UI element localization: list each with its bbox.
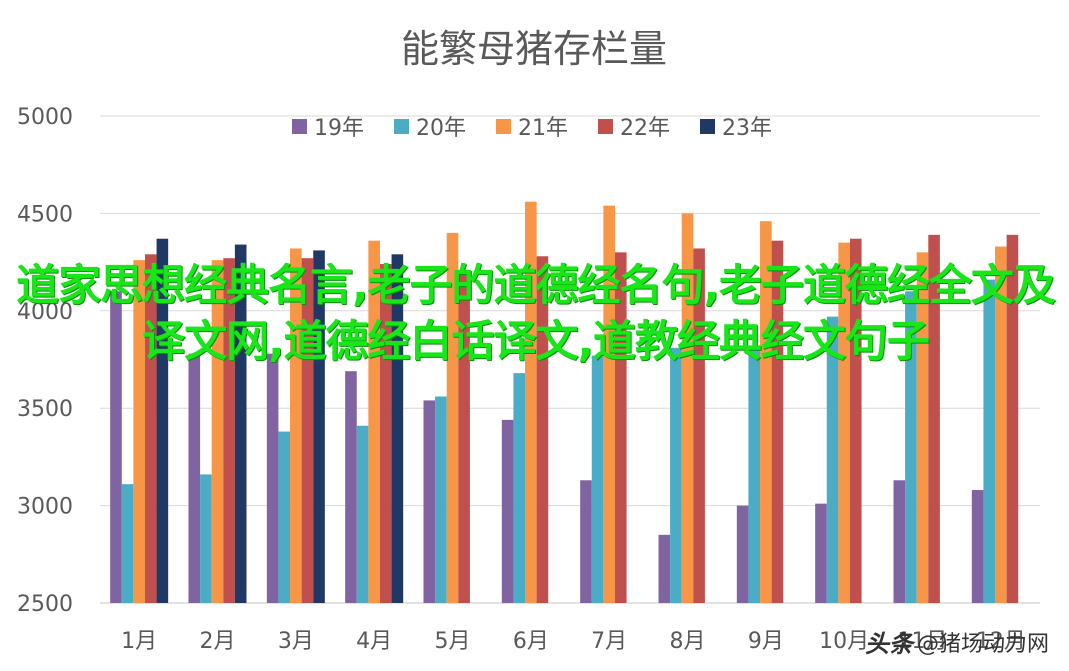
grid-layer xyxy=(100,115,1040,604)
bar-21年-7月 xyxy=(603,205,615,604)
legend-label-20年: 20年 xyxy=(416,116,466,141)
x-tick-label: 1月 xyxy=(121,629,157,654)
watermark-handle: @猪场动力网 xyxy=(916,631,1049,657)
x-axis-ticks: 1月 2月 3月 4月 5月 6月 7月 8月 9月 10月 11月 12月 xyxy=(121,629,1026,654)
y-tick-label: 4000 xyxy=(17,300,73,325)
bar-19年-3月 xyxy=(266,353,279,603)
bar-23年-4月 xyxy=(391,254,404,603)
legend-swatch-23年 xyxy=(700,119,715,134)
bar-19年-12月 xyxy=(971,490,984,603)
bar-23年-3月 xyxy=(313,250,325,603)
bar-21年-2月 xyxy=(211,260,224,603)
x-tick-label: 10月 xyxy=(819,629,869,654)
bar-19年-1月 xyxy=(110,291,122,603)
x-tick-label: 5月 xyxy=(435,629,471,654)
overlay-caption: 道家思想经典名言,老子的道德经名句,老子道德经全文及译文网,道德经白话译文,道教… xyxy=(16,261,1056,367)
legend-label-19年: 19年 xyxy=(314,116,364,141)
x-tick-label: 11月 xyxy=(898,629,948,654)
bar-21年-9月 xyxy=(760,221,772,603)
bars-layer xyxy=(110,201,1019,604)
bar-22年-9月 xyxy=(771,240,784,604)
bar-19年-5月 xyxy=(423,400,436,603)
x-tick-label: 4月 xyxy=(356,629,392,654)
legend-label-23年: 23年 xyxy=(722,116,772,141)
bar-22年-1月 xyxy=(144,254,157,603)
bar-21年-3月 xyxy=(290,248,302,603)
x-tick-label: 8月 xyxy=(670,629,706,654)
bar-20年-11月 xyxy=(905,291,917,603)
bar-20年-6月 xyxy=(513,373,526,603)
x-tick-label: 3月 xyxy=(278,629,314,654)
y-tick-label: 5000 xyxy=(17,105,73,130)
bar-20年-12月 xyxy=(983,279,996,603)
bar-22年-10月 xyxy=(849,238,862,603)
bar-22年-3月 xyxy=(301,258,314,603)
bar-19年-9月 xyxy=(736,505,749,603)
legend-swatch-20年 xyxy=(394,119,409,134)
bar-19年-10月 xyxy=(815,503,827,603)
bar-20年-2月 xyxy=(200,474,212,603)
bar-22年-5月 xyxy=(458,273,470,603)
legend-label-22年: 22年 xyxy=(620,116,670,141)
bar-19年-4月 xyxy=(345,371,357,603)
bar-22年-8月 xyxy=(693,248,705,603)
bar-21年-6月 xyxy=(525,201,537,603)
y-tick-label: 3000 xyxy=(17,495,73,520)
y-axis-ticks: 2500 3000 3500 4000 4500 5000 xyxy=(17,105,73,617)
legend-label-21年: 21年 xyxy=(518,116,568,141)
bar-20年-1月 xyxy=(121,484,134,603)
y-tick-label: 2500 xyxy=(17,592,73,617)
x-tick-label: 2月 xyxy=(200,629,236,654)
bar-20年-5月 xyxy=(435,396,447,603)
bar-22年-2月 xyxy=(223,258,235,603)
bar-23年-2月 xyxy=(234,244,247,603)
x-tick-label: 12月 xyxy=(976,629,1026,654)
legend-swatch-19年 xyxy=(292,119,307,134)
x-tick-label: 7月 xyxy=(591,629,627,654)
bar-19年-8月 xyxy=(658,534,671,603)
bar-21年-1月 xyxy=(133,260,145,603)
bar-20年-9月 xyxy=(748,345,761,603)
x-tick-label: 9月 xyxy=(748,629,784,654)
watermark: 头条 @猪场动力网 xyxy=(865,624,1049,659)
bar-21年-12月 xyxy=(995,246,1007,603)
legend: 19年 20年 21年 22年 23年 xyxy=(292,116,772,141)
bar-20年-3月 xyxy=(278,431,291,603)
legend-swatch-22年 xyxy=(598,119,613,134)
y-tick-label: 3500 xyxy=(17,397,73,422)
bar-22年-4月 xyxy=(379,264,392,603)
bar-21年-11月 xyxy=(916,252,929,604)
legend-swatch-21年 xyxy=(496,119,511,134)
bar-20年-10月 xyxy=(826,316,839,603)
chart-title: 能繁母猪存栏量 xyxy=(401,27,667,71)
bar-22年-7月 xyxy=(614,252,627,604)
bar-20年-8月 xyxy=(670,347,682,603)
bar-21年-5月 xyxy=(446,232,459,603)
bar-19年-7月 xyxy=(580,480,592,603)
bar-20年-4月 xyxy=(356,425,369,603)
bar-21年-8月 xyxy=(681,213,694,603)
bar-19年-11月 xyxy=(893,480,906,603)
x-tick-label: 6月 xyxy=(513,629,549,654)
bar-20年-7月 xyxy=(591,355,604,603)
watermark-brand: 头条 xyxy=(864,630,913,658)
bar-21年-4月 xyxy=(368,240,380,604)
bar-22年-12月 xyxy=(1006,234,1019,603)
y-tick-label: 4500 xyxy=(17,202,73,227)
bar-22年-6月 xyxy=(536,256,549,603)
bar-19年-2月 xyxy=(188,353,201,603)
bar-21年-10月 xyxy=(838,242,850,603)
bar-22年-11月 xyxy=(928,234,940,603)
bar-19年-6月 xyxy=(501,419,514,603)
bar-23年-1月 xyxy=(156,238,169,603)
